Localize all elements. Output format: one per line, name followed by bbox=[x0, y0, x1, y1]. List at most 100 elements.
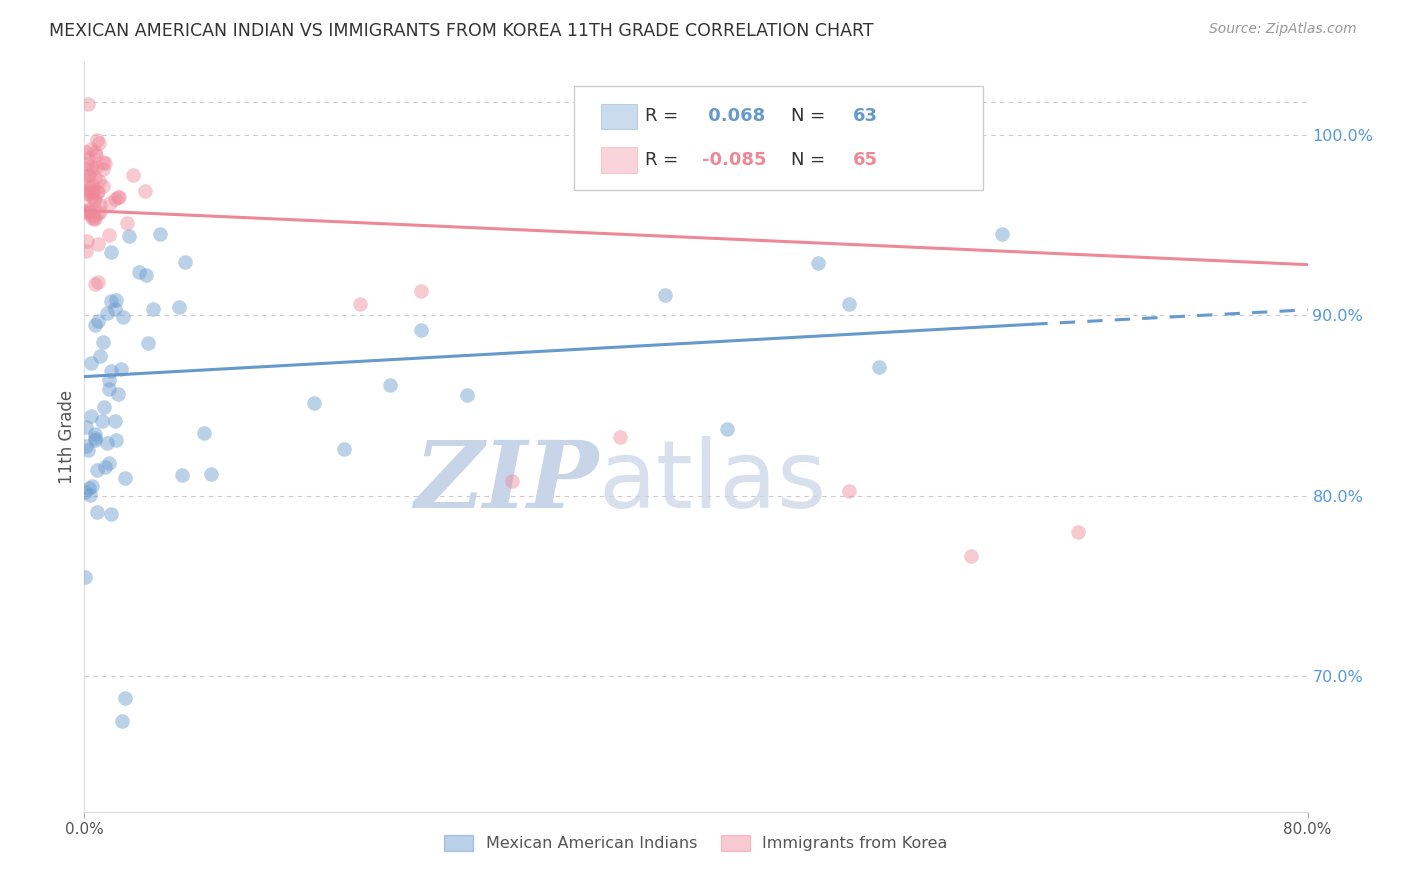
Point bbox=[87, 185, 110, 199]
Point bbox=[73, 570, 96, 584]
Point bbox=[115, 216, 138, 230]
Point bbox=[73, 203, 96, 218]
Text: atlas: atlas bbox=[598, 436, 827, 528]
Point bbox=[91, 335, 114, 350]
Point bbox=[77, 169, 100, 183]
Point bbox=[107, 387, 129, 401]
Point bbox=[76, 157, 98, 171]
Point bbox=[114, 690, 136, 705]
Point bbox=[73, 485, 96, 500]
Point bbox=[100, 245, 122, 260]
Point bbox=[100, 195, 122, 210]
Point bbox=[98, 382, 121, 396]
Point bbox=[76, 186, 98, 200]
Point bbox=[84, 171, 107, 186]
Point bbox=[75, 171, 97, 186]
Point bbox=[80, 355, 103, 369]
Point bbox=[84, 193, 107, 207]
Point bbox=[84, 427, 107, 442]
Point bbox=[86, 463, 108, 477]
Point bbox=[80, 161, 103, 176]
FancyBboxPatch shape bbox=[600, 147, 637, 172]
Point bbox=[77, 202, 100, 217]
Point bbox=[87, 276, 110, 290]
Point bbox=[86, 505, 108, 519]
Point bbox=[869, 359, 891, 374]
Point bbox=[86, 133, 108, 147]
Point bbox=[76, 234, 98, 248]
Point bbox=[82, 208, 104, 222]
Point bbox=[77, 442, 100, 457]
Text: N =: N = bbox=[792, 151, 831, 169]
Point bbox=[128, 265, 150, 279]
Point bbox=[77, 168, 100, 182]
Point bbox=[112, 310, 135, 324]
Text: N =: N = bbox=[792, 107, 831, 126]
Y-axis label: 11th Grade: 11th Grade bbox=[58, 390, 76, 484]
Point bbox=[380, 377, 402, 392]
Point bbox=[86, 186, 108, 200]
Point bbox=[105, 293, 128, 308]
Text: MEXICAN AMERICAN INDIAN VS IMMIGRANTS FROM KOREA 11TH GRADE CORRELATION CHART: MEXICAN AMERICAN INDIAN VS IMMIGRANTS FR… bbox=[49, 22, 875, 40]
Point bbox=[98, 228, 121, 243]
Point bbox=[82, 185, 104, 199]
Point bbox=[104, 414, 127, 428]
Legend: Mexican American Indians, Immigrants from Korea: Mexican American Indians, Immigrants fro… bbox=[437, 829, 955, 858]
Point bbox=[83, 145, 105, 159]
Point bbox=[79, 488, 101, 502]
Point bbox=[91, 155, 114, 169]
Text: 65: 65 bbox=[852, 151, 877, 169]
Point bbox=[138, 335, 160, 350]
Point bbox=[82, 479, 104, 493]
Point bbox=[98, 457, 121, 471]
Point bbox=[75, 419, 97, 434]
Point bbox=[333, 442, 356, 456]
Point bbox=[80, 211, 103, 225]
Point bbox=[89, 349, 111, 363]
Point bbox=[84, 432, 107, 446]
Point bbox=[960, 549, 983, 563]
Point bbox=[1067, 524, 1090, 539]
Text: 63: 63 bbox=[852, 107, 877, 126]
Point bbox=[135, 268, 157, 282]
Point bbox=[122, 169, 145, 183]
Text: -0.085: -0.085 bbox=[702, 151, 766, 169]
Point bbox=[716, 422, 738, 436]
Point bbox=[77, 482, 100, 496]
Point bbox=[104, 301, 127, 316]
Text: R =: R = bbox=[644, 151, 683, 169]
Point bbox=[502, 475, 524, 489]
Point bbox=[107, 189, 129, 203]
Point bbox=[409, 322, 432, 336]
Point bbox=[84, 318, 107, 332]
Point bbox=[104, 434, 127, 448]
Point bbox=[93, 400, 115, 414]
Point bbox=[193, 426, 215, 441]
Point bbox=[77, 183, 100, 197]
Point bbox=[149, 227, 172, 241]
Text: 0.068: 0.068 bbox=[702, 107, 765, 126]
Point bbox=[87, 136, 110, 151]
Point bbox=[114, 471, 136, 485]
Text: ZIP: ZIP bbox=[413, 437, 598, 527]
Point bbox=[87, 174, 110, 188]
Point bbox=[409, 284, 432, 298]
Point bbox=[89, 204, 111, 219]
Text: Source: ZipAtlas.com: Source: ZipAtlas.com bbox=[1209, 22, 1357, 37]
Point bbox=[91, 161, 114, 176]
Point bbox=[807, 256, 830, 270]
Point bbox=[609, 430, 631, 444]
Point bbox=[91, 414, 114, 428]
Point bbox=[654, 287, 676, 301]
Point bbox=[134, 184, 156, 198]
Point bbox=[76, 186, 98, 201]
Point bbox=[91, 178, 114, 193]
Point bbox=[111, 714, 134, 729]
Point bbox=[94, 460, 117, 475]
Point bbox=[86, 148, 108, 162]
Point bbox=[100, 294, 122, 309]
Point bbox=[838, 483, 860, 498]
Point bbox=[104, 192, 127, 206]
Point bbox=[98, 373, 121, 387]
Point bbox=[96, 436, 118, 450]
